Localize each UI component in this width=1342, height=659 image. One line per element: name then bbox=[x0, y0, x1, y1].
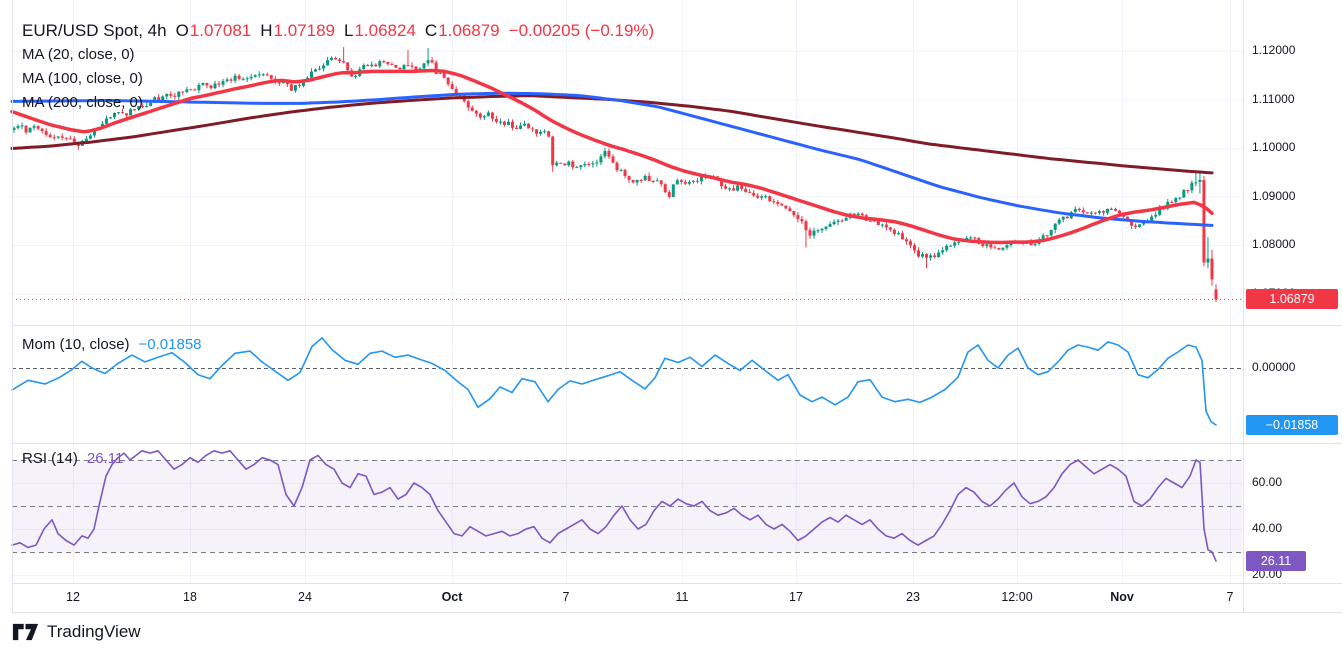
change-value: −0.00205 (−0.19%) bbox=[508, 21, 655, 40]
time-tick-label: 7 bbox=[1226, 590, 1234, 604]
last-price-badge: 1.06879 bbox=[1246, 289, 1338, 309]
rsi-tick-label: 40.00 bbox=[1252, 521, 1283, 535]
time-tick-label: Oct bbox=[441, 590, 463, 604]
rsi-label: RSI (14) bbox=[22, 450, 78, 467]
rsi-value: 26.11 bbox=[86, 450, 124, 467]
rsi-legend[interactable]: RSI (14) 26.11 bbox=[22, 450, 123, 467]
ma20-line bbox=[10, 68, 1214, 245]
symbol-legend[interactable]: EUR/USD Spot, 4h O 1.07081 H 1.07189 L 1.06… bbox=[22, 21, 654, 41]
time-tick-label: 23 bbox=[906, 590, 920, 604]
tradingview-watermark-text: TradingView bbox=[47, 622, 141, 641]
momentum-legend[interactable]: Mom (10, close) −0.01858 bbox=[22, 336, 202, 353]
tradingview-logo-icon bbox=[12, 623, 39, 641]
price-tick-label: 1.08000 bbox=[1252, 237, 1296, 251]
ma100-label: MA (100, close, 0) bbox=[22, 70, 143, 87]
ma20-label: MA (20, close, 0) bbox=[22, 46, 135, 63]
time-tick-label: Nov bbox=[1110, 590, 1134, 604]
ma200-label: MA (200, close, 0) bbox=[22, 94, 143, 111]
high-value: H 1.07189 bbox=[260, 21, 335, 40]
price-tick-label: 1.10000 bbox=[1252, 140, 1296, 154]
open-value: O 1.07081 bbox=[175, 21, 252, 40]
momentum-label: Mom (10, close) bbox=[22, 336, 130, 353]
ma20-legend[interactable]: MA (20, close, 0) bbox=[22, 46, 135, 63]
ma200-legend[interactable]: MA (200, close, 0) bbox=[22, 94, 143, 111]
momentum-value-badge: −0.01858 bbox=[1246, 415, 1338, 435]
momentum-value: −0.01858 bbox=[138, 336, 202, 353]
price-tick-label: 1.12000 bbox=[1252, 43, 1296, 57]
time-tick-label: 17 bbox=[789, 590, 803, 604]
momentum-line bbox=[11, 337, 1217, 426]
close-value: C 1.06879 bbox=[424, 21, 500, 40]
time-tick-label: 18 bbox=[183, 590, 197, 604]
ma100-legend[interactable]: MA (100, close, 0) bbox=[22, 70, 143, 87]
price-tick-label: 1.09000 bbox=[1252, 188, 1296, 203]
time-tick-label: 12 bbox=[66, 590, 80, 604]
candles-layer bbox=[12, 47, 1218, 303]
momentum-tick-label: 0.00000 bbox=[1252, 360, 1296, 374]
low-value: L 1.06824 bbox=[343, 21, 416, 40]
rsi-tick-label: 60.00 bbox=[1252, 475, 1283, 489]
symbol-title: EUR/USD Spot, 4h bbox=[22, 21, 167, 40]
time-tick-label: 12:00 bbox=[1001, 590, 1033, 604]
time-tick-label: 24 bbox=[298, 590, 312, 604]
rsi-line bbox=[11, 449, 1217, 562]
rsi-value-badge: 26.11 bbox=[1246, 551, 1306, 571]
price-tick-label: 1.11000 bbox=[1252, 91, 1295, 106]
time-tick-label: 7 bbox=[562, 590, 570, 604]
tradingview-watermark[interactable]: TradingView bbox=[12, 622, 141, 642]
time-tick-label: 11 bbox=[675, 590, 689, 604]
ma100-line bbox=[10, 91, 1214, 227]
